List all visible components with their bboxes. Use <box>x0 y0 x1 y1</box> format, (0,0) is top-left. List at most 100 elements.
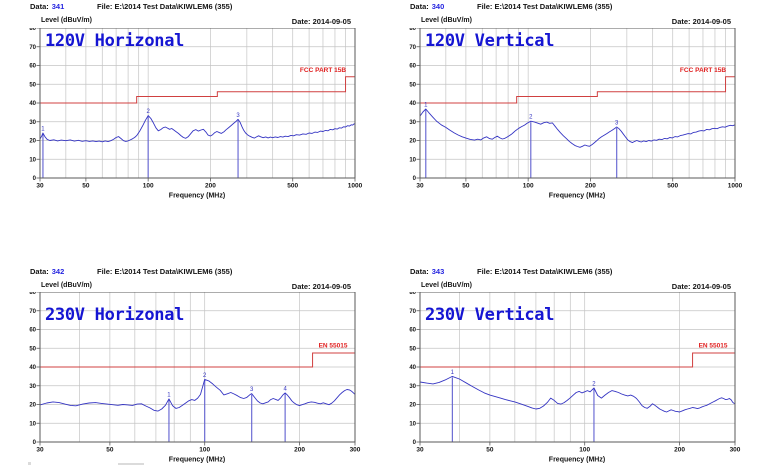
marker-number: 3 <box>615 121 619 127</box>
data-number-label: Data: <box>30 267 49 276</box>
x-tick-label: 1000 <box>728 183 743 190</box>
marker-number: 2 <box>146 109 150 115</box>
chart-panel-3: EN 55015 1 2 0 10 20 30 40 50 60 70 80 30 50 100 200 300… <box>380 252 769 468</box>
emission-trace <box>419 375 736 413</box>
x-tick-label: 50 <box>462 183 470 190</box>
marker-number: 1 <box>451 370 455 376</box>
y-tick-label: 0 <box>413 176 417 182</box>
marker-number: 4 <box>283 386 287 392</box>
marker-number: 2 <box>203 373 207 379</box>
limit-line <box>40 76 355 104</box>
date-label: Date: 2014-09-05 <box>291 17 351 26</box>
y-axis-label: Level (dBuV/m) <box>41 17 92 24</box>
x-tick-label: 30 <box>36 183 44 190</box>
x-tick-label: 100 <box>143 183 154 190</box>
emission-trace <box>419 108 736 148</box>
y-tick-label: 20 <box>29 403 36 409</box>
y-tick-label: 50 <box>29 82 36 88</box>
x-tick-label: 200 <box>674 447 685 454</box>
marker-number: 2 <box>529 115 533 121</box>
date-label: Date: 2014-09-05 <box>671 282 731 291</box>
x-tick-label: 300 <box>730 447 741 454</box>
y-tick-label: 60 <box>409 64 416 70</box>
y-tick-label: 0 <box>33 176 37 182</box>
y-tick-label: 40 <box>29 101 36 107</box>
x-axis-label: Frequency (MHz) <box>549 193 605 200</box>
y-tick-label: 80 <box>409 28 416 32</box>
data-number-value: 343 <box>431 267 445 276</box>
file-path: File: E:\2014 Test Data\KIWLEM6 (355) <box>477 2 613 11</box>
y-tick-label: 0 <box>33 440 37 446</box>
chart-panel-1: FCC PART 15B 1 2 3 0 10 20 30 40 50 60 70 80 30 50 100 2… <box>380 0 769 216</box>
data-number-label: Data: <box>410 267 429 276</box>
file-path: File: E:\2014 Test Data\KIWLEM6 (355) <box>477 267 613 276</box>
x-tick-label: 100 <box>579 447 590 454</box>
y-tick-label: 60 <box>29 328 36 334</box>
file-path: File: E:\2014 Test Data\KIWLEM6 (355) <box>97 2 233 11</box>
x-axis-label: Frequency (MHz) <box>169 457 225 464</box>
y-tick-label: 70 <box>29 45 36 51</box>
data-number-value: 341 <box>51 2 65 11</box>
y-axis-label: Level (dBuV/m) <box>421 17 472 24</box>
y-tick-label: 80 <box>29 292 36 296</box>
marker-number: 1 <box>424 103 428 109</box>
date-label: Date: 2014-09-05 <box>291 282 351 291</box>
y-tick-label: 70 <box>409 45 416 51</box>
y-tick-label: 10 <box>29 157 36 163</box>
data-number-label: Data: <box>410 2 429 11</box>
y-tick-label: 80 <box>29 28 36 32</box>
axis-ticks <box>416 292 736 446</box>
y-tick-label: 40 <box>409 365 416 371</box>
axis-ticks <box>36 28 356 182</box>
x-tick-label: 200 <box>585 183 596 190</box>
limit-label: EN 55015 <box>699 342 728 349</box>
x-tick-label: 200 <box>205 183 216 190</box>
y-tick-label: 80 <box>409 292 416 296</box>
y-tick-label: 40 <box>409 101 416 107</box>
y-tick-label: 30 <box>29 384 36 390</box>
axis-ticks <box>36 292 356 446</box>
x-axis-label: Frequency (MHz) <box>549 457 605 464</box>
marker-number: 1 <box>41 127 45 133</box>
y-tick-label: 30 <box>29 120 36 126</box>
marker-number: 3 <box>250 387 254 393</box>
data-row: Data: 341 File: E:\2014 Test Data\KIWLEM6 … <box>30 2 232 11</box>
x-axis-label: Frequency (MHz) <box>169 193 225 200</box>
y-tick-label: 10 <box>409 157 416 163</box>
y-tick-label: 40 <box>29 365 36 371</box>
y-tick-label: 70 <box>409 309 416 315</box>
y-tick-label: 10 <box>409 421 416 427</box>
cropped-content-artifact <box>118 463 144 465</box>
x-tick-label: 50 <box>106 447 114 454</box>
limit-line <box>420 76 735 104</box>
y-tick-label: 20 <box>409 139 416 145</box>
x-tick-label: 50 <box>82 183 90 190</box>
x-tick-label: 300 <box>350 447 361 454</box>
x-tick-label: 30 <box>36 447 44 454</box>
x-tick-label: 200 <box>294 447 305 454</box>
y-tick-label: 50 <box>29 346 36 352</box>
cropped-content-artifact <box>28 462 31 465</box>
x-tick-label: 100 <box>523 183 534 190</box>
chart-panel-0: FCC PART 15B 1 2 3 0 10 20 30 40 50 60 70 80 30 50 100 2… <box>0 0 389 216</box>
data-number-value: 340 <box>431 2 445 11</box>
x-tick-label: 30 <box>416 447 424 454</box>
x-tick-label: 500 <box>287 183 298 190</box>
file-path: File: E:\2014 Test Data\KIWLEM6 (355) <box>97 267 233 276</box>
date-label: Date: 2014-09-05 <box>671 17 731 26</box>
y-tick-label: 50 <box>409 346 416 352</box>
data-row: Data: 342 File: E:\2014 Test Data\KIWLEM6 … <box>30 267 232 276</box>
limit-label: FCC PART 15B <box>300 67 346 74</box>
x-tick-label: 500 <box>667 183 678 190</box>
chart-title: 120V Horizonal <box>45 31 185 51</box>
emission-trace <box>39 115 356 143</box>
marker-number: 1 <box>167 392 171 398</box>
x-tick-label: 100 <box>199 447 210 454</box>
y-tick-label: 60 <box>409 328 416 334</box>
data-number-value: 342 <box>51 267 65 276</box>
y-tick-label: 70 <box>29 309 36 315</box>
